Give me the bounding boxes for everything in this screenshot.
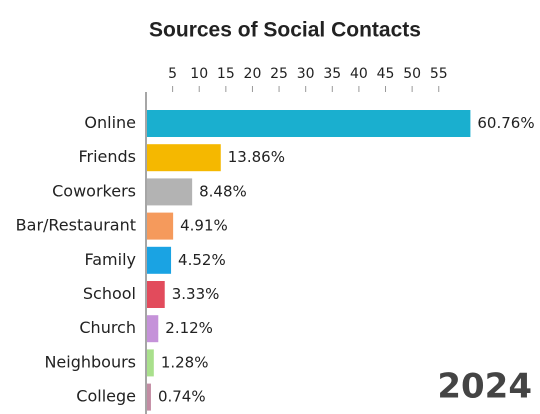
value-label: 2.12% (165, 319, 213, 337)
x-tick-label: 30 (297, 66, 315, 82)
value-label: 4.52% (178, 251, 226, 269)
bar (147, 246, 172, 274)
bar (147, 212, 174, 240)
bar (147, 281, 165, 308)
x-tick-label: 35 (323, 66, 341, 82)
category-label: College (76, 387, 136, 406)
x-tick-label: 45 (377, 66, 395, 82)
category-label: Neighbours (44, 352, 136, 371)
category-label: School (83, 284, 136, 303)
category-label: Coworkers (52, 181, 136, 200)
value-label: 0.74% (158, 388, 206, 406)
bar (147, 349, 154, 377)
year-label: 2024 (437, 367, 532, 407)
value-label: 13.86% (228, 148, 285, 166)
category-label: Family (85, 250, 136, 269)
x-tick-label: 10 (190, 66, 208, 82)
bar (147, 383, 151, 411)
x-tick-label: 40 (350, 66, 368, 82)
x-tick-label: 5 (168, 66, 177, 82)
x-tick-label: 15 (217, 66, 235, 82)
bar (147, 315, 159, 343)
category-label: Online (84, 113, 136, 132)
chart-title: Sources of Social Contacts (149, 19, 421, 42)
value-label: 3.33% (172, 285, 220, 303)
x-tick-label: 50 (403, 66, 421, 82)
value-label: 1.28% (161, 353, 209, 371)
category-label: Bar/Restaurant (16, 216, 136, 235)
category-label: Friends (78, 147, 136, 166)
category-label: Church (79, 318, 136, 337)
bar (147, 178, 193, 206)
bar (147, 110, 471, 137)
value-label: 60.76% (477, 114, 534, 132)
x-tick-label: 55 (430, 66, 448, 82)
x-tick-label: 20 (244, 66, 262, 82)
value-label: 8.48% (199, 182, 247, 200)
bar (147, 144, 221, 172)
x-tick-label: 25 (270, 66, 288, 82)
value-label: 4.91% (180, 217, 228, 235)
